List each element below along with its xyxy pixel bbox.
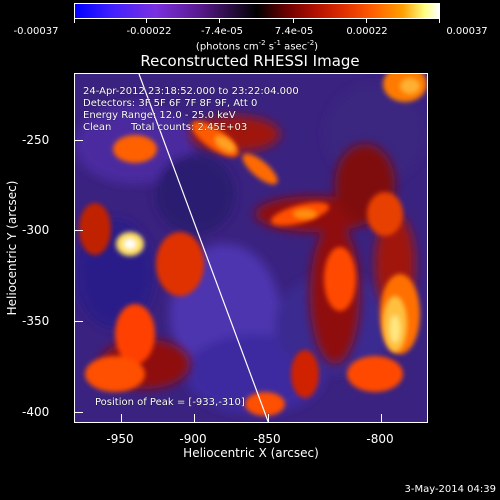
colorbar	[74, 3, 440, 19]
colorbar-tick	[219, 19, 220, 23]
colorbar-tick	[439, 19, 440, 23]
y-tick-mark	[75, 140, 83, 141]
y-tick-mark	[75, 412, 83, 413]
colorbar-label: -7.4e-05	[201, 26, 243, 37]
x-tick-label: -800	[366, 432, 394, 446]
y-tick-label: -250	[22, 133, 50, 147]
x-tick-label: -950	[106, 432, 134, 446]
x-tick-mark	[194, 414, 195, 422]
colorbar-tick	[146, 19, 147, 23]
rhessi-image-map	[75, 74, 427, 422]
x-tick-mark	[381, 414, 382, 422]
y-axis-label: Heliocentric Y (arcsec)	[5, 180, 19, 316]
colorbar-tick	[366, 19, 367, 23]
time-range-label: 24-Apr-2012 23:18:52.000 to 23:22:04.000	[83, 86, 299, 97]
energy-range-label: Energy Range: 12.0 - 25.0 keV	[83, 110, 236, 121]
colorbar-tick	[74, 19, 75, 23]
colorbar-label: 0.00037	[446, 26, 488, 37]
colorbar-label: 0.00022	[346, 26, 388, 37]
peak-regions	[116, 78, 420, 352]
image-title: Reconstructed RHESSI Image	[140, 52, 360, 70]
x-tick-mark	[268, 414, 269, 422]
method-label: Clean	[83, 122, 112, 133]
x-tick-label: -900	[179, 432, 207, 446]
peak-position-label: Position of Peak = [-933,-310]	[95, 397, 245, 408]
x-axis-label: Heliocentric X (arcsec)	[183, 446, 319, 460]
x-tick-label: -850	[253, 432, 281, 446]
hot-regions	[79, 74, 427, 416]
y-tick-label: -300	[22, 223, 50, 237]
total-counts-label: Total counts: 2.45E+03	[131, 122, 248, 133]
y-tick-mark	[75, 230, 83, 231]
y-tick-mark	[75, 321, 83, 322]
timestamp-footer: 3-May-2014 04:39	[404, 484, 496, 495]
y-tick-label: -350	[22, 314, 50, 328]
detectors-label: Detectors: 3F 5F 6F 7F 8F 9F, Att 0	[83, 98, 258, 109]
colorbar-tick	[293, 19, 294, 23]
colorbar-label: -0.00037	[13, 26, 59, 37]
y-tick-label: -400	[22, 405, 50, 419]
colorbar-units: (photons cm-2 s-1 asec-2)	[195, 39, 319, 53]
solar-limb-line	[138, 74, 269, 422]
colorbar-label: -0.00022	[126, 26, 172, 37]
rhessi-image: 24-Apr-2012 23:18:52.000 to 23:22:04.000…	[74, 73, 428, 423]
colorbar-label: 7.4e-05	[274, 26, 314, 37]
x-tick-mark	[121, 414, 122, 422]
